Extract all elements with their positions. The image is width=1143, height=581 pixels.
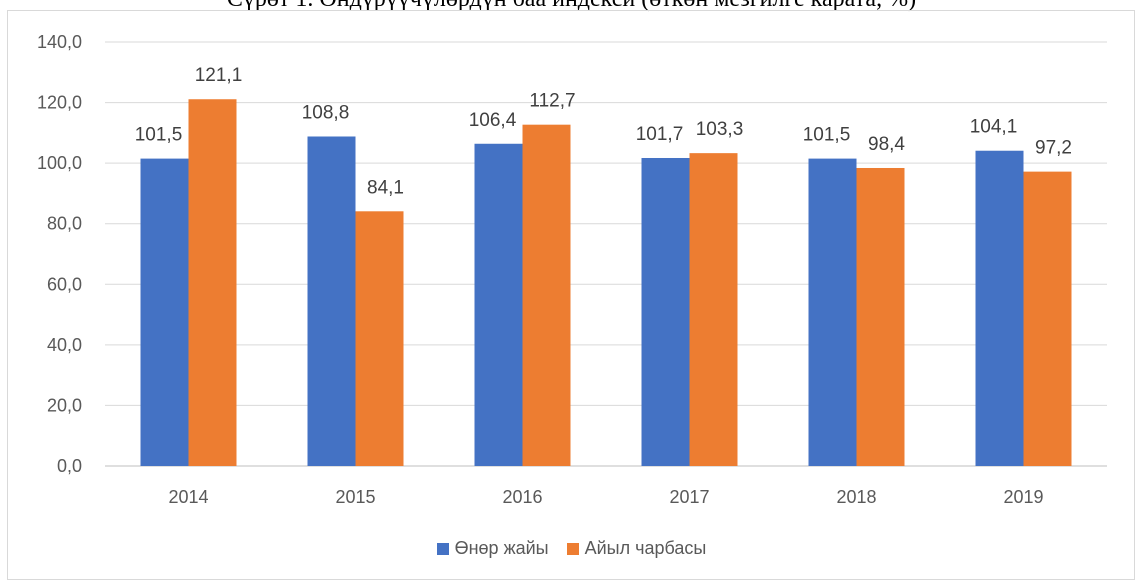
legend-item-agriculture: Айыл чарбасы — [566, 538, 707, 559]
y-tick-label: 100,0 — [37, 153, 82, 173]
y-tick-label: 60,0 — [47, 274, 82, 294]
x-tick-label: 2015 — [335, 487, 375, 507]
y-tick-label: 0,0 — [57, 456, 82, 476]
legend-swatch-industry — [436, 542, 449, 555]
bar-2014-series-0 — [140, 158, 189, 466]
x-tick-label: 2018 — [836, 487, 876, 507]
bar-2019-series-0 — [975, 150, 1024, 466]
bar-2018-series-0 — [808, 158, 857, 466]
data-label: 106,4 — [469, 110, 517, 131]
x-tick-label: 2017 — [669, 487, 709, 507]
data-label: 84,1 — [367, 177, 404, 198]
chart-frame — [7, 10, 1135, 580]
y-tick-label: 120,0 — [37, 93, 82, 113]
data-label: 104,1 — [970, 117, 1018, 138]
x-tick-label: 2019 — [1003, 487, 1043, 507]
data-label: 108,8 — [302, 102, 350, 123]
x-tick-label: 2016 — [502, 487, 542, 507]
y-tick-label: 20,0 — [47, 395, 82, 415]
bar-2016-series-0 — [474, 143, 523, 466]
bar-2018-series-1 — [856, 167, 905, 466]
bar-2019-series-1 — [1023, 171, 1072, 466]
bar-2015-series-1 — [355, 211, 404, 466]
data-label: 101,7 — [636, 124, 684, 145]
y-tick-label: 80,0 — [47, 214, 82, 234]
data-label: 112,7 — [529, 91, 575, 112]
data-label: 101,5 — [803, 125, 851, 146]
legend-item-industry: Өнөр жайы — [436, 538, 549, 559]
x-tick-label: 2014 — [168, 487, 208, 507]
y-tick-label: 140,0 — [37, 32, 82, 52]
legend-label-industry: Өнөр жайы — [454, 538, 549, 558]
data-label: 103,3 — [696, 119, 744, 140]
bar-2015-series-0 — [307, 136, 356, 466]
legend-swatch-agriculture — [566, 542, 579, 555]
bar-2016-series-1 — [522, 124, 571, 467]
data-label: 98,4 — [868, 134, 905, 155]
y-tick-label: 40,0 — [47, 335, 82, 355]
data-label: 97,2 — [1035, 138, 1072, 159]
bar-2017-series-1 — [689, 153, 738, 467]
chart-title: Сүрөт 1. Өндүрүүчүлөрдүн баа индекси (өт… — [0, 0, 1143, 13]
bar-2014-series-1 — [188, 99, 237, 467]
legend-label-agriculture: Айыл чарбасы — [584, 538, 707, 558]
legend: Өнөр жайы Айыл чарбасы — [0, 538, 1143, 559]
data-label: 121,1 — [195, 65, 243, 86]
bar-2017-series-0 — [641, 157, 690, 466]
data-label: 101,5 — [135, 125, 183, 146]
